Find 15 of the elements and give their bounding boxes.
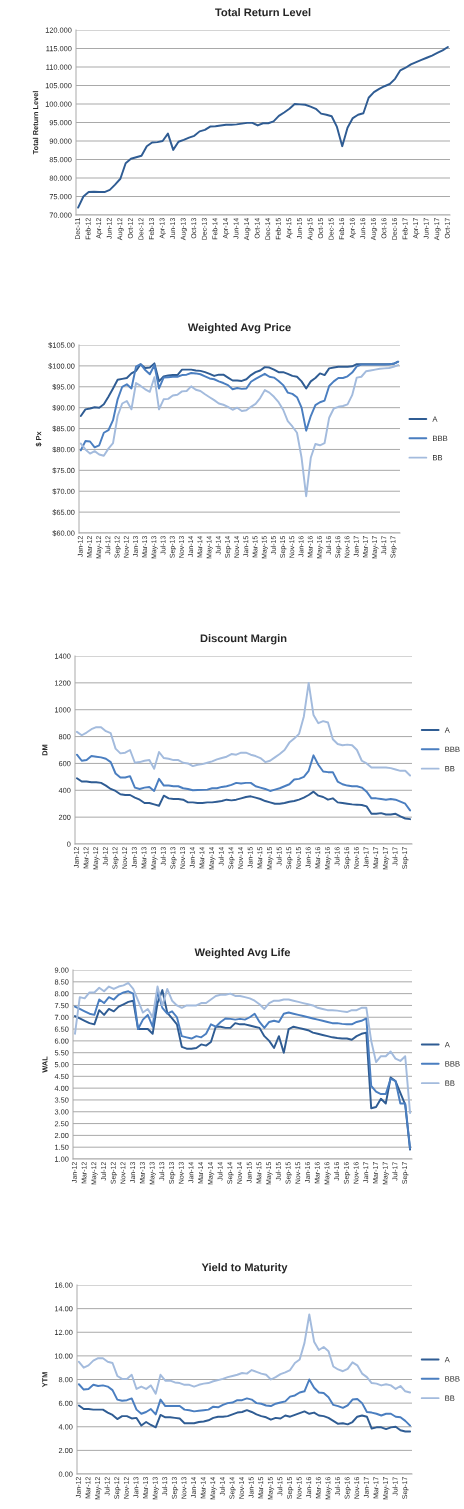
line-series <box>77 1404 412 1433</box>
line-series <box>75 681 412 777</box>
line-series <box>77 1378 412 1427</box>
line-series <box>75 753 412 812</box>
line-series <box>73 982 412 1114</box>
line-series <box>77 46 449 209</box>
chart-title: Yield to Maturity <box>201 1263 288 1274</box>
line-series <box>79 360 400 452</box>
line-series <box>77 1313 412 1395</box>
chart-title: Total Return Level <box>215 8 311 17</box>
chart-title: Weighted Avg Price <box>187 323 291 334</box>
chart-title: Weighted Avg Life <box>194 948 291 959</box>
line-series <box>75 777 412 821</box>
chart-title: Discount Margin <box>200 634 287 645</box>
line-series <box>79 364 400 498</box>
